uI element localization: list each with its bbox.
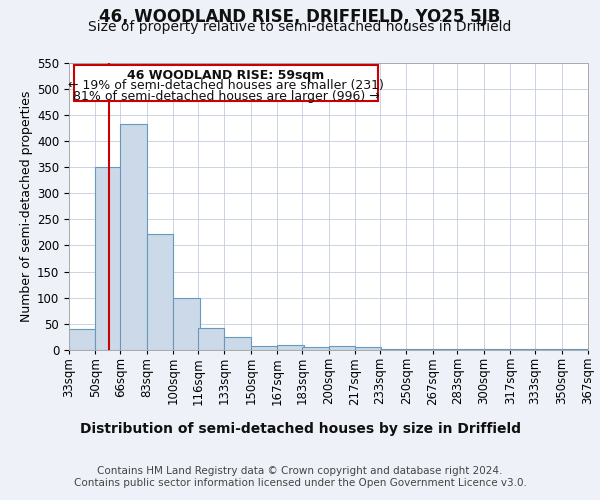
Bar — [406, 349, 433, 350]
Bar — [173, 298, 200, 350]
Y-axis label: Number of semi-detached properties: Number of semi-detached properties — [20, 90, 33, 322]
Text: Size of property relative to semi-detached houses in Driffield: Size of property relative to semi-detach… — [88, 20, 512, 34]
Bar — [224, 337, 251, 350]
FancyBboxPatch shape — [74, 66, 378, 102]
Bar — [380, 349, 406, 350]
Bar — [198, 328, 224, 350]
Bar — [277, 345, 304, 350]
Bar — [95, 167, 122, 350]
Bar — [146, 234, 173, 350]
Text: 46, WOODLAND RISE, DRIFFIELD, YO25 5JB: 46, WOODLAND RISE, DRIFFIELD, YO25 5JB — [100, 8, 500, 26]
Bar — [329, 346, 355, 350]
Bar — [355, 348, 382, 350]
Text: 46 WOODLAND RISE: 59sqm: 46 WOODLAND RISE: 59sqm — [127, 69, 325, 82]
Text: Contains public sector information licensed under the Open Government Licence v3: Contains public sector information licen… — [74, 478, 526, 488]
Bar — [302, 348, 329, 350]
Text: 81% of semi-detached houses are larger (996) →: 81% of semi-detached houses are larger (… — [73, 90, 379, 103]
Bar — [69, 329, 95, 350]
Text: Distribution of semi-detached houses by size in Driffield: Distribution of semi-detached houses by … — [79, 422, 521, 436]
Bar — [120, 124, 146, 350]
Text: ← 19% of semi-detached houses are smaller (231): ← 19% of semi-detached houses are smalle… — [68, 79, 384, 92]
Bar — [251, 346, 277, 350]
Text: Contains HM Land Registry data © Crown copyright and database right 2024.: Contains HM Land Registry data © Crown c… — [97, 466, 503, 476]
